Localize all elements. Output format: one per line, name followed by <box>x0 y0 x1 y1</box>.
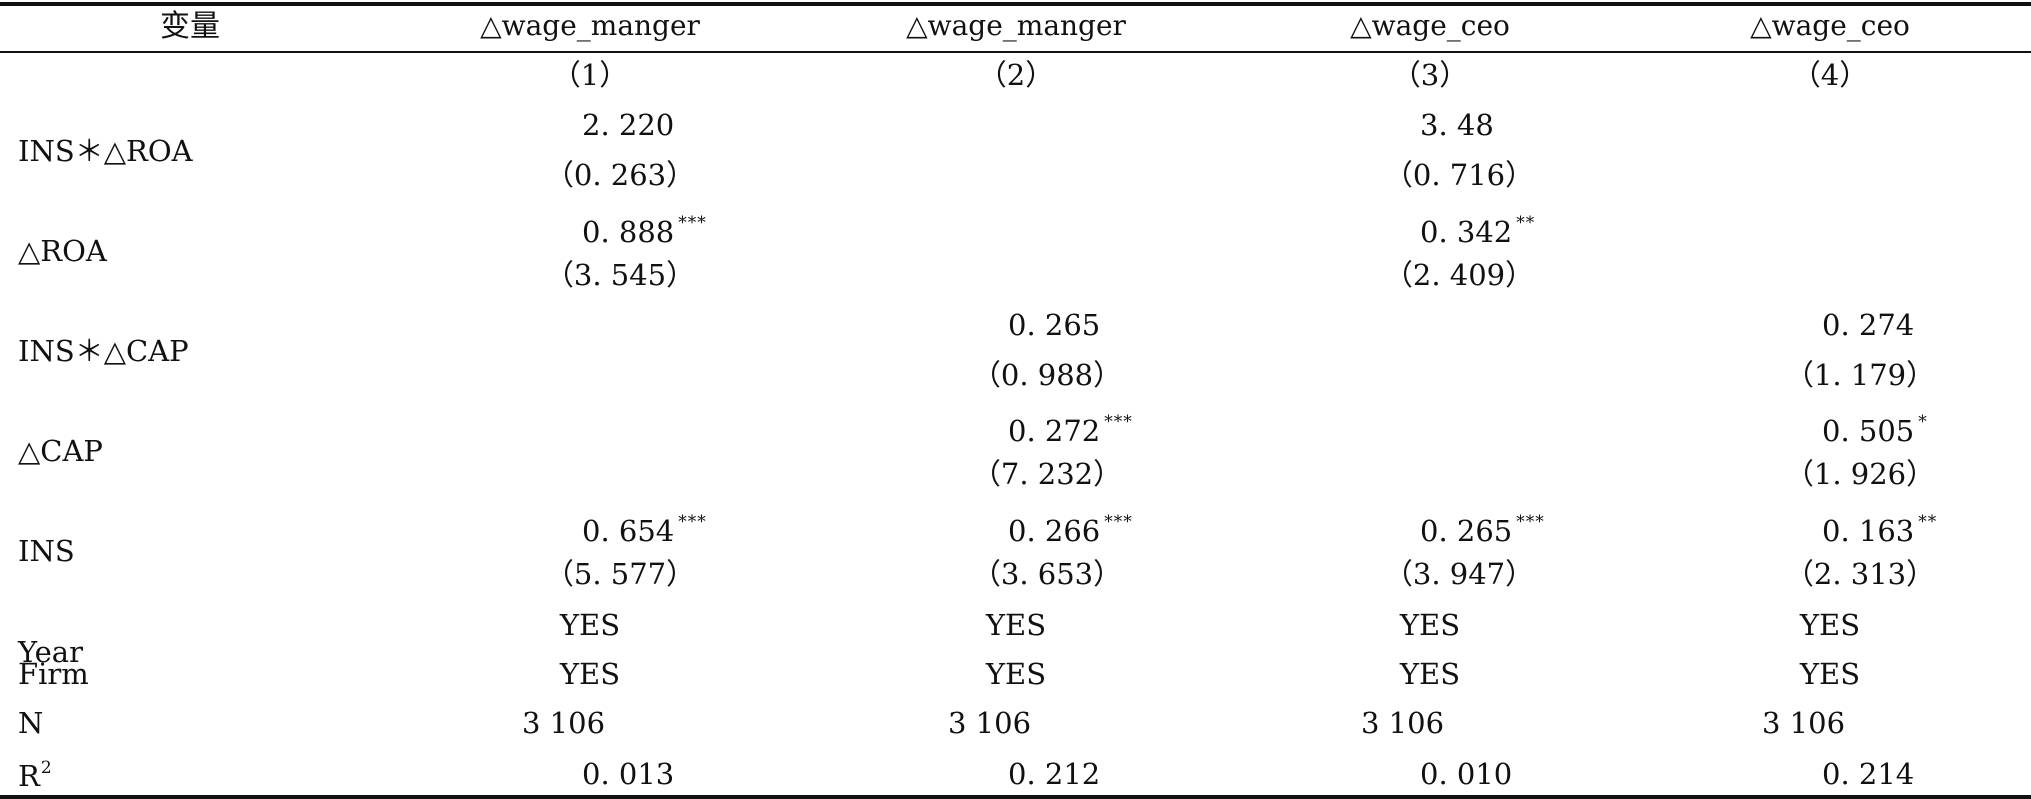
col-number-4: （4） <box>1791 58 1869 92</box>
sig-stars: *** <box>678 213 707 233</box>
sig-stars: *** <box>1104 412 1133 432</box>
header-col2: △wage_manger <box>906 9 1126 42</box>
coef-ins-c1: 0. 654 *** <box>582 512 707 548</box>
tstat-cap-c2: （7. 232） <box>971 457 1123 491</box>
sig-stars: * <box>1918 412 1928 432</box>
year-c4: YES <box>1799 608 1861 642</box>
r2-c2: 0. 212 <box>1008 757 1101 791</box>
row-label-ins-roa: INS＊△ROA <box>18 134 193 168</box>
coef-ins-cap-c2: 0. 265 <box>1008 308 1101 342</box>
n-c3: 3 106 <box>1361 706 1445 740</box>
header-col4: △wage_ceo <box>1750 9 1910 42</box>
row-label-year: Year <box>18 635 83 669</box>
year-c2: YES <box>985 608 1047 642</box>
row-label-firm: Firm <box>18 657 89 691</box>
table-bottom-rule <box>0 795 2031 799</box>
firm-c4: YES <box>1799 657 1861 691</box>
tstat-ins-c3: （3. 947） <box>1383 557 1535 591</box>
n-c2: 3 106 <box>948 706 1032 740</box>
coef-ins-roa-c1: 2. 220 <box>582 108 675 142</box>
coef-ins-roa-c3: 3. 48 <box>1420 108 1494 142</box>
sig-stars: ** <box>1918 512 1938 532</box>
coef-ins-c2: 0. 266 *** <box>1008 512 1133 548</box>
r2-c1: 0. 013 <box>582 757 675 791</box>
sig-stars: ** <box>1516 213 1536 233</box>
header-variable: 变量 <box>160 9 220 44</box>
col-number-2: （2） <box>977 58 1055 92</box>
tstat-roa-c3: （2. 409） <box>1383 258 1535 292</box>
r2-c4: 0. 214 <box>1822 757 1915 791</box>
firm-c3: YES <box>1399 657 1461 691</box>
tstat-ins-cap-c4: （1. 179） <box>1784 358 1936 392</box>
row-label-ins-cap: INS＊△CAP <box>18 334 189 368</box>
firm-c1: YES <box>559 657 621 691</box>
coef-ins-c4: 0. 163 ** <box>1822 512 1938 548</box>
n-c1: 3 106 <box>522 706 606 740</box>
coef-ins-c3: 0. 265 *** <box>1420 512 1545 548</box>
year-c3: YES <box>1399 608 1461 642</box>
tstat-cap-c4: （1. 926） <box>1784 457 1936 491</box>
header-col1: △wage_manger <box>480 9 700 42</box>
row-label-cap: △CAP <box>18 434 103 468</box>
tstat-roa-c1: （3. 545） <box>544 258 696 292</box>
row-label-r2: R2 <box>18 758 52 793</box>
tstat-ins-roa-c1: （0. 263） <box>544 158 696 192</box>
r2-c3: 0. 010 <box>1420 757 1513 791</box>
tstat-ins-c2: （3. 653） <box>971 557 1123 591</box>
tstat-ins-cap-c2: （0. 988） <box>971 358 1123 392</box>
sig-stars: *** <box>1104 512 1133 532</box>
table-top-rule <box>0 2 2031 6</box>
sig-stars: *** <box>1516 512 1545 532</box>
tstat-ins-roa-c3: （0. 716） <box>1383 158 1535 192</box>
table-header-rule <box>0 51 2031 53</box>
tstat-ins-c4: （2. 313） <box>1784 557 1936 591</box>
coef-roa-c3: 0. 342 ** <box>1420 213 1536 249</box>
sig-stars: *** <box>678 512 707 532</box>
coef-roa-c1: 0. 888 *** <box>582 213 707 249</box>
firm-c2: YES <box>985 657 1047 691</box>
n-c4: 3 106 <box>1762 706 1846 740</box>
coef-cap-c2: 0. 272 *** <box>1008 412 1133 448</box>
header-col3: △wage_ceo <box>1350 9 1510 42</box>
coef-ins-cap-c4: 0. 274 <box>1822 308 1915 342</box>
row-label-ins: INS <box>18 534 75 568</box>
row-label-n: N <box>18 706 44 740</box>
year-c1: YES <box>559 608 621 642</box>
tstat-ins-c1: （5. 577） <box>544 557 696 591</box>
coef-cap-c4: 0. 505 * <box>1822 412 1928 448</box>
col-number-1: （1） <box>551 58 629 92</box>
r2-superscript: 2 <box>40 758 52 778</box>
col-number-3: （3） <box>1391 58 1469 92</box>
row-label-roa: △ROA <box>18 234 107 268</box>
